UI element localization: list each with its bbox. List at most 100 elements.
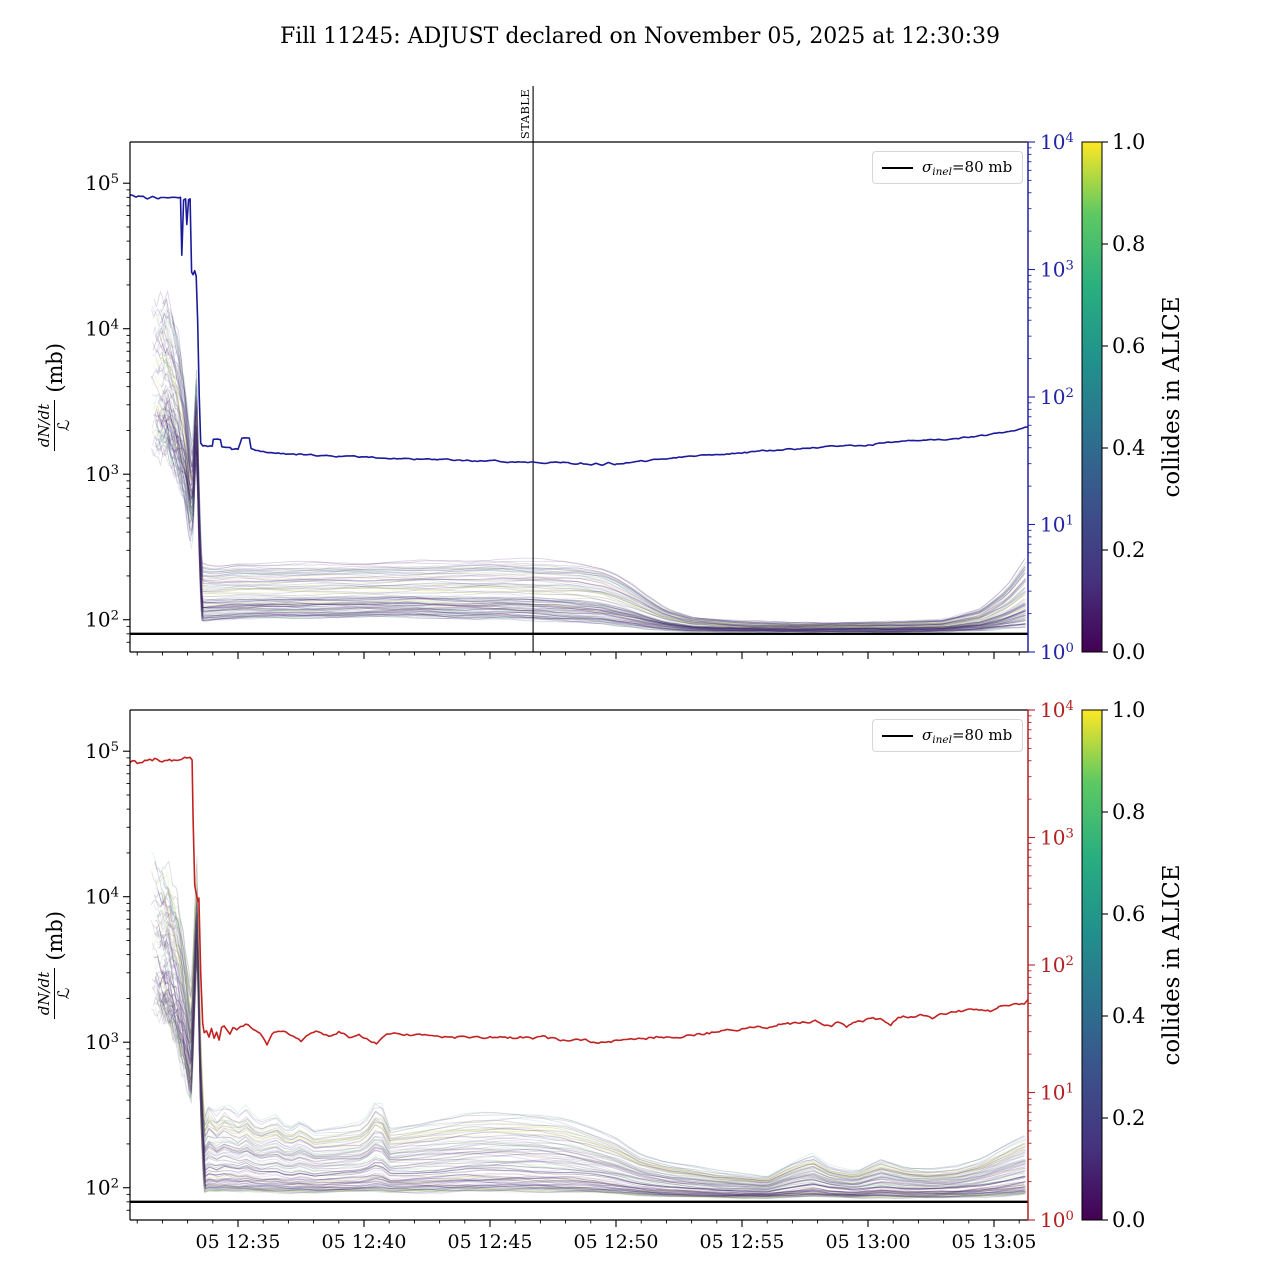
bunch-line <box>160 945 1026 1198</box>
bunch-line <box>160 914 1026 1199</box>
bunch-line <box>154 417 1027 633</box>
bunch-line <box>162 882 1027 1179</box>
bunch-line <box>153 864 1026 1182</box>
bunch-line <box>156 397 1027 631</box>
log-tick-label: 104 <box>85 317 119 341</box>
log-tick-label: 103 <box>85 1030 119 1054</box>
dndt-over-lumi-fraction: dN/dt ℒ <box>35 967 73 1020</box>
log-tick-label: 105 <box>85 739 119 763</box>
bunch-line <box>161 352 1026 628</box>
bunch-line <box>154 861 1025 1179</box>
bunch-line <box>159 948 1025 1197</box>
bunch-line <box>152 393 1026 631</box>
bunch-line <box>157 912 1026 1186</box>
bunch-line <box>163 898 1026 1182</box>
bunch-line <box>159 328 1025 625</box>
bunch-line <box>161 298 1026 625</box>
bunch-line <box>155 954 1026 1197</box>
colorbar-tick-label: 0.4 <box>1112 1004 1145 1028</box>
x-axis-tick-label: 05 12:55 <box>700 1231 785 1253</box>
bunch-line <box>163 924 1025 1186</box>
colorbar-tick-label: 0.2 <box>1112 1106 1145 1130</box>
colorbar-tick-label: 0.2 <box>1112 538 1145 562</box>
bunch-line <box>152 313 1027 625</box>
bunch-line <box>155 332 1025 626</box>
bunch-line <box>157 932 1026 1195</box>
colorbar-tick-label: 0.0 <box>1112 640 1145 664</box>
colorbar-tick-label: 0.0 <box>1112 1208 1145 1232</box>
bunch-line <box>157 399 1026 631</box>
bunch-line <box>160 425 1027 632</box>
bunch-line <box>160 418 1026 632</box>
colorbar-tick-label: 0.8 <box>1112 800 1145 824</box>
bunch-line <box>162 389 1027 630</box>
bunch-line <box>161 346 1026 627</box>
bunch-line <box>159 416 1026 631</box>
bunch-line <box>150 899 1025 1184</box>
bunch-line <box>152 337 1027 628</box>
bunch-line <box>163 943 1025 1190</box>
bunch-line <box>160 413 1026 633</box>
bunch-line <box>164 938 1026 1198</box>
x-axis-tick-label: 05 12:35 <box>196 1231 281 1253</box>
bunch-line <box>154 907 1026 1186</box>
bunch-line <box>155 872 1026 1180</box>
log-tick-label: 101 <box>1040 513 1074 537</box>
bunch-line <box>162 412 1026 631</box>
bunch-line <box>154 972 1027 1199</box>
bunch-line <box>160 930 1026 1198</box>
bunch-line <box>154 410 1027 631</box>
bunch-line <box>163 917 1026 1187</box>
bunch-line <box>157 911 1025 1183</box>
bunch-line <box>154 421 1027 632</box>
main-rate-line <box>130 193 1028 466</box>
bunch-line <box>158 356 1026 629</box>
bunch-line <box>156 348 1026 627</box>
bunch-line <box>152 324 1027 628</box>
bunch-line <box>157 300 1026 626</box>
bunch-lines <box>150 851 1027 1200</box>
bunch-line <box>153 406 1026 632</box>
bunch-line <box>152 338 1026 627</box>
bunch-line <box>155 419 1026 633</box>
colorbar-tick-label: 1.0 <box>1112 130 1145 154</box>
bunch-line <box>164 406 1026 631</box>
bunch-line <box>158 943 1026 1197</box>
top-y-axis-label: dN/dt ℒ (mb) <box>23 312 87 482</box>
bunch-line <box>153 944 1026 1197</box>
bunch-line <box>159 395 1025 630</box>
log-tick-label: 102 <box>85 1176 119 1200</box>
bunch-line <box>151 953 1025 1195</box>
bunch-line <box>162 388 1026 632</box>
bunch-line <box>158 934 1027 1198</box>
bunch-line <box>157 435 1026 633</box>
bunch-line <box>151 895 1026 1191</box>
bunch-line <box>158 911 1026 1191</box>
bunch-line <box>154 328 1027 628</box>
bunch-line <box>157 351 1025 627</box>
bunch-line <box>160 945 1027 1198</box>
bunch-line <box>154 418 1026 632</box>
log-tick-label: 102 <box>1040 953 1074 977</box>
colorbar: 0.0 0.2 0.4 0.6 0.8 1.0 <box>1081 698 1145 1232</box>
bunch-line <box>155 419 1026 633</box>
bunch-line <box>153 401 1025 631</box>
bunch-line <box>155 312 1026 626</box>
bottom-y-axis-label: dN/dt ℒ (mb) <box>23 880 87 1050</box>
bunch-line <box>157 931 1025 1196</box>
log-tick-label: 103 <box>1040 826 1074 850</box>
bunch-line <box>158 914 1026 1199</box>
bunch-line <box>155 429 1025 633</box>
bunch-line <box>162 892 1027 1182</box>
bunch-line <box>160 926 1026 1200</box>
colorbar-tick-label: 0.8 <box>1112 232 1145 256</box>
bunch-line <box>159 887 1025 1180</box>
bunch-line <box>154 887 1027 1183</box>
bunch-line <box>160 317 1027 625</box>
bunch-line <box>151 418 1026 633</box>
colorbar-tick-label: 0.6 <box>1112 334 1145 358</box>
bunch-line <box>151 935 1026 1193</box>
bunch-line <box>159 950 1026 1199</box>
bunch-line <box>155 915 1026 1187</box>
bunch-line <box>154 933 1025 1194</box>
